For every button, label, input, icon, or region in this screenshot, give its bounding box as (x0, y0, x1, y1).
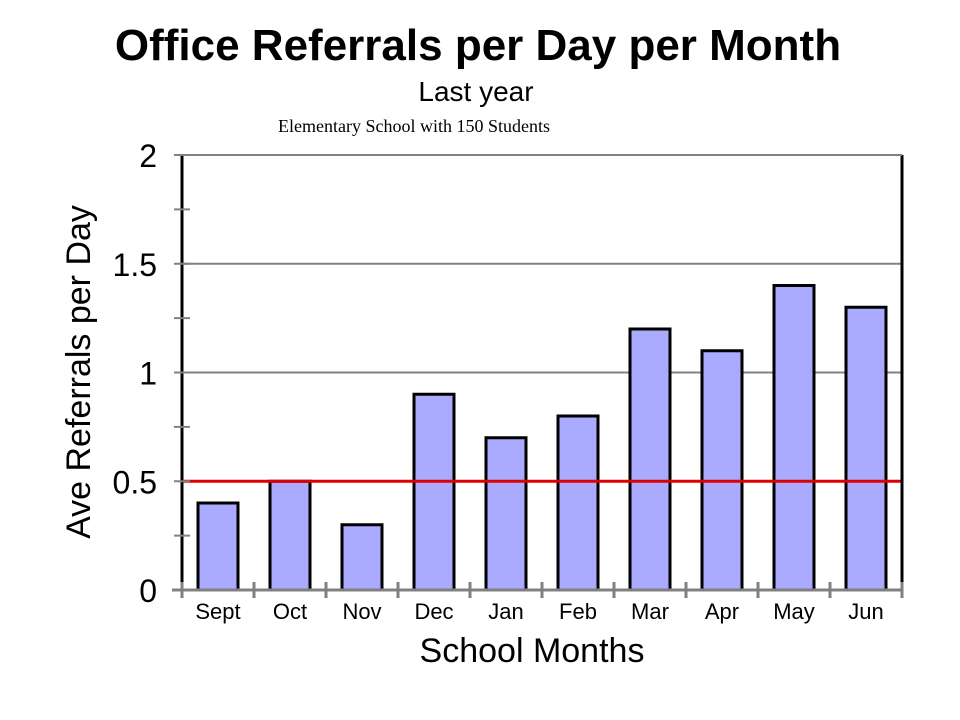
chart-title: Office Referrals per Day per Month (115, 21, 841, 70)
x-tick-label: Sept (195, 599, 240, 624)
bar (268, 479, 312, 592)
y-tick-label: 0.5 (113, 464, 157, 500)
x-tick-label: Oct (273, 599, 307, 624)
bar (772, 284, 816, 592)
bar (556, 414, 600, 592)
x-tick-label: Jun (848, 599, 883, 624)
x-tick-label: Jan (488, 599, 523, 624)
x-tick-label: Apr (705, 599, 739, 624)
y-tick-label: 1 (139, 356, 157, 392)
x-tick-label: Feb (559, 599, 597, 624)
bar (628, 327, 672, 592)
bars (196, 284, 888, 592)
x-tick-label: Dec (414, 599, 453, 624)
y-tick-labels: 0 0.5 1 1.5 2 (113, 138, 157, 609)
bar (844, 305, 888, 592)
y-axis-label: Ave Referrals per Day (60, 205, 98, 539)
x-tick-label: May (773, 599, 815, 624)
x-tick-labels: Sept Oct Nov Dec Jan Feb Mar Apr May Jun (195, 599, 883, 624)
bar (196, 501, 240, 592)
x-axis-label: School Months (420, 632, 645, 670)
bar (484, 436, 528, 592)
y-tick-label: 0 (139, 573, 157, 609)
bar (412, 392, 456, 592)
bar (340, 523, 384, 592)
y-tick-label: 2 (139, 138, 157, 174)
bar (700, 349, 744, 592)
y-tick-label: 1.5 (113, 247, 157, 283)
x-tick-label: Mar (631, 599, 669, 624)
chart-caption: Elementary School with 150 Students (278, 116, 550, 136)
x-tick-label: Nov (342, 599, 381, 624)
chart-subtitle: Last year (418, 76, 533, 107)
axes (172, 154, 904, 598)
